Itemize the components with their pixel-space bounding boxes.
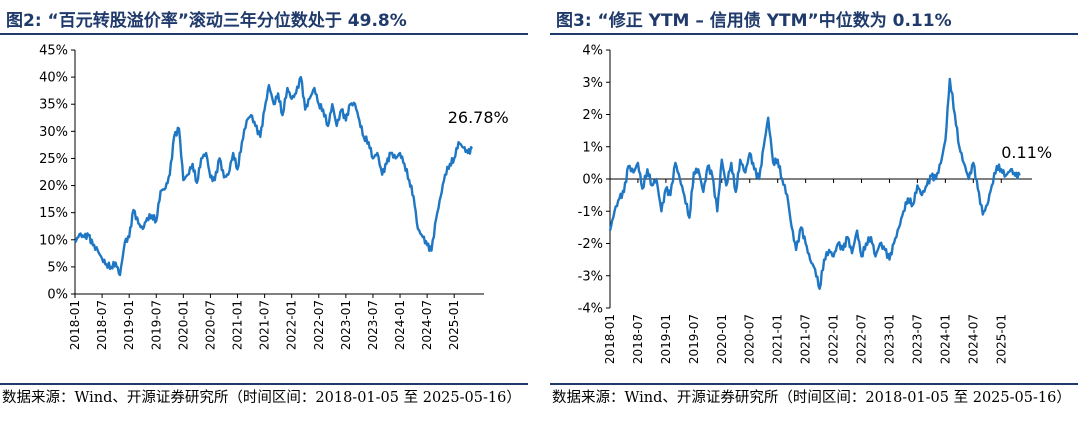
y-tick-label: 35% [39,98,68,113]
value-annotation: 0.11% [1001,143,1052,162]
x-tick-label: 2020-01 [176,300,190,350]
x-tick-label: 2024-07 [966,314,980,364]
title-rule [0,33,528,35]
y-tick-label: 25% [39,152,68,167]
y-tick-label: 4% [582,44,603,59]
chart-title: 图2: “百元转股溢价率”滚动三年分位数处于 49.8% [6,11,407,31]
y-tick-label: 0% [582,173,603,188]
x-tick-label: 2023-07 [910,314,924,364]
x-tick-label: 2023-01 [882,314,896,364]
y-tick-label: 0% [47,288,68,303]
y-tick-label: 20% [39,179,68,194]
y-tick-label: -2% [578,237,603,252]
x-tick-label: 2018-01 [603,314,617,364]
x-tick-label: 2025-01 [994,314,1008,364]
y-tick-label: 5% [47,260,68,275]
x-tick-label: 2018-07 [631,314,645,364]
y-tick-label: -1% [578,205,603,220]
y-tick-label: 15% [39,206,68,221]
chart-panel-ytm: 图3: “修正 YTM – 信用债 YTM”中位数为 0.11% -4% -3% -… [550,0,1080,437]
x-tick-label: 2021-01 [771,314,785,364]
x-tick-label: 2025-01 [447,300,461,350]
title-rule [550,33,1078,35]
x-tick-label: 2019-07 [149,300,163,350]
y-tick-label: 1% [582,140,603,155]
chart-panel-premium: 图2: “百元转股溢价率”滚动三年分位数处于 49.8% 0% 5% 10% 15% 2… [0,0,530,437]
source-note: 数据来源：Wind、开源证券研究所（时间区间：2018-01-05 至 2025… [552,390,1071,406]
x-tick-label: 2022-07 [855,314,869,364]
x-tick-label: 2022-01 [285,300,299,350]
x-tick-label: 2023-01 [339,300,353,350]
y-tick-label: 30% [39,125,68,140]
x-tick-label: 2021-01 [231,300,245,350]
x-tick-label: 2020-01 [715,314,729,364]
source-rule [550,383,1078,385]
y-tick-label: -3% [578,269,603,284]
y-tick-label: -4% [578,302,603,317]
x-tick-label: 2021-07 [258,300,272,350]
y-tick-label: 10% [39,233,68,248]
x-tick-label: 2018-07 [95,300,109,350]
value-annotation: 26.78% [448,108,509,127]
series-line [73,75,474,277]
x-tick-label: 2024-07 [420,300,434,350]
x-tick-label: 2020-07 [743,314,757,364]
series-line [608,77,1021,290]
source-rule [0,383,528,385]
x-tick-label: 2018-01 [68,300,82,350]
source-note: 数据来源：Wind、开源证券研究所（时间区间：2018-01-05 至 2025… [2,390,521,406]
x-tick-label: 2024-01 [938,314,952,364]
x-tick-label: 2019-01 [122,300,136,350]
y-tick-label: 3% [582,76,603,91]
x-tick-label: 2020-07 [203,300,217,350]
y-tick-label: 2% [582,108,603,123]
x-tick-label: 2019-01 [659,314,673,364]
chart-title: 图3: “修正 YTM – 信用债 YTM”中位数为 0.11% [556,11,952,31]
premium-line-chart: 0% 5% 10% 15% 20% 25% 30% 35% 40% 45% 2018-01 2018-… [39,44,509,351]
x-tick-label: 2019-07 [687,314,701,364]
x-tick-label: 2022-01 [827,314,841,364]
x-tick-label: 2022-07 [312,300,326,350]
y-tick-label: 40% [39,71,68,86]
x-tick-label: 2021-07 [799,314,813,364]
y-tick-label: 45% [39,44,68,59]
ytm-line-chart: -4% -3% -2% -1% 0% 1% 2% 3% 4% 2018-01 2018-07 2019… [578,44,1052,365]
x-tick-label: 2024-01 [393,300,407,350]
x-tick-label: 2023-07 [366,300,380,350]
